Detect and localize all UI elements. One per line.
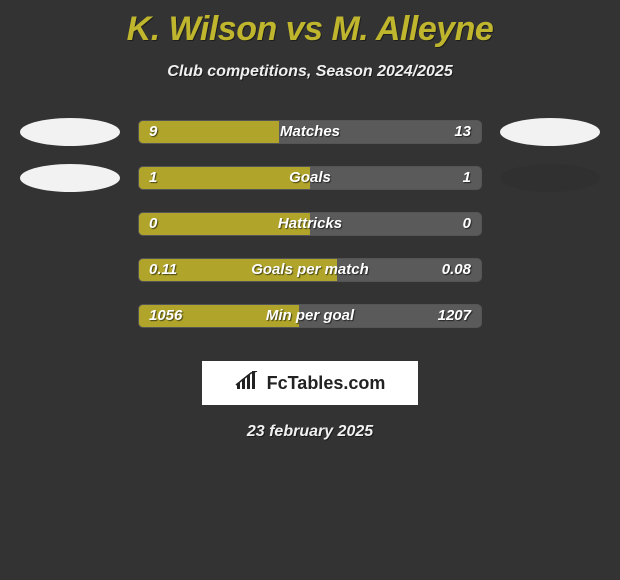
ellipse-spacer [500,256,600,284]
right-value: 0.08 [442,259,471,281]
left-value: 1 [149,167,157,189]
date-label: 23 february 2025 [0,423,620,441]
ellipse-spacer [20,256,120,284]
stat-row: 0 Hattricks 0 [0,201,620,247]
right-ellipse [500,164,600,192]
right-value: 13 [454,121,471,143]
subtitle: Club competitions, Season 2024/2025 [0,63,620,81]
left-value: 1056 [149,305,182,327]
stat-row: 1 Goals 1 [0,155,620,201]
ellipse-spacer [500,302,600,330]
left-value: 9 [149,121,157,143]
stat-label: Goals [289,167,331,189]
left-value: 0 [149,213,157,235]
stat-row: 1056 Min per goal 1207 [0,293,620,339]
stat-bar: 1 Goals 1 [138,166,482,190]
stat-bar: 0.11 Goals per match 0.08 [138,258,482,282]
bar-fill [139,121,279,143]
ellipse-spacer [20,210,120,238]
left-value: 0.11 [149,259,177,281]
left-ellipse [20,118,120,146]
stat-label: Goals per match [251,259,369,281]
stat-label: Min per goal [266,305,354,327]
right-value: 1207 [438,305,471,327]
stat-row: 0.11 Goals per match 0.08 [0,247,620,293]
left-ellipse [20,164,120,192]
right-value: 1 [463,167,471,189]
stat-label: Hattricks [278,213,342,235]
ellipse-spacer [20,302,120,330]
stat-row: 9 Matches 13 [0,109,620,155]
page-title: K. Wilson vs M. Alleyne [0,0,620,49]
right-ellipse [500,118,600,146]
bar-fill [139,167,310,189]
stat-label: Matches [280,121,340,143]
ellipse-spacer [500,210,600,238]
stat-bar: 9 Matches 13 [138,120,482,144]
right-value: 0 [463,213,471,235]
stat-bar: 0 Hattricks 0 [138,212,482,236]
logo-icon [235,371,261,396]
stat-bar: 1056 Min per goal 1207 [138,304,482,328]
logo-text: FcTables.com [267,373,386,394]
comparison-chart: 9 Matches 13 1 Goals 1 0 Hattricks 0 0.11 Goals pe… [0,109,620,339]
logo-box: FcTables.com [202,361,418,405]
